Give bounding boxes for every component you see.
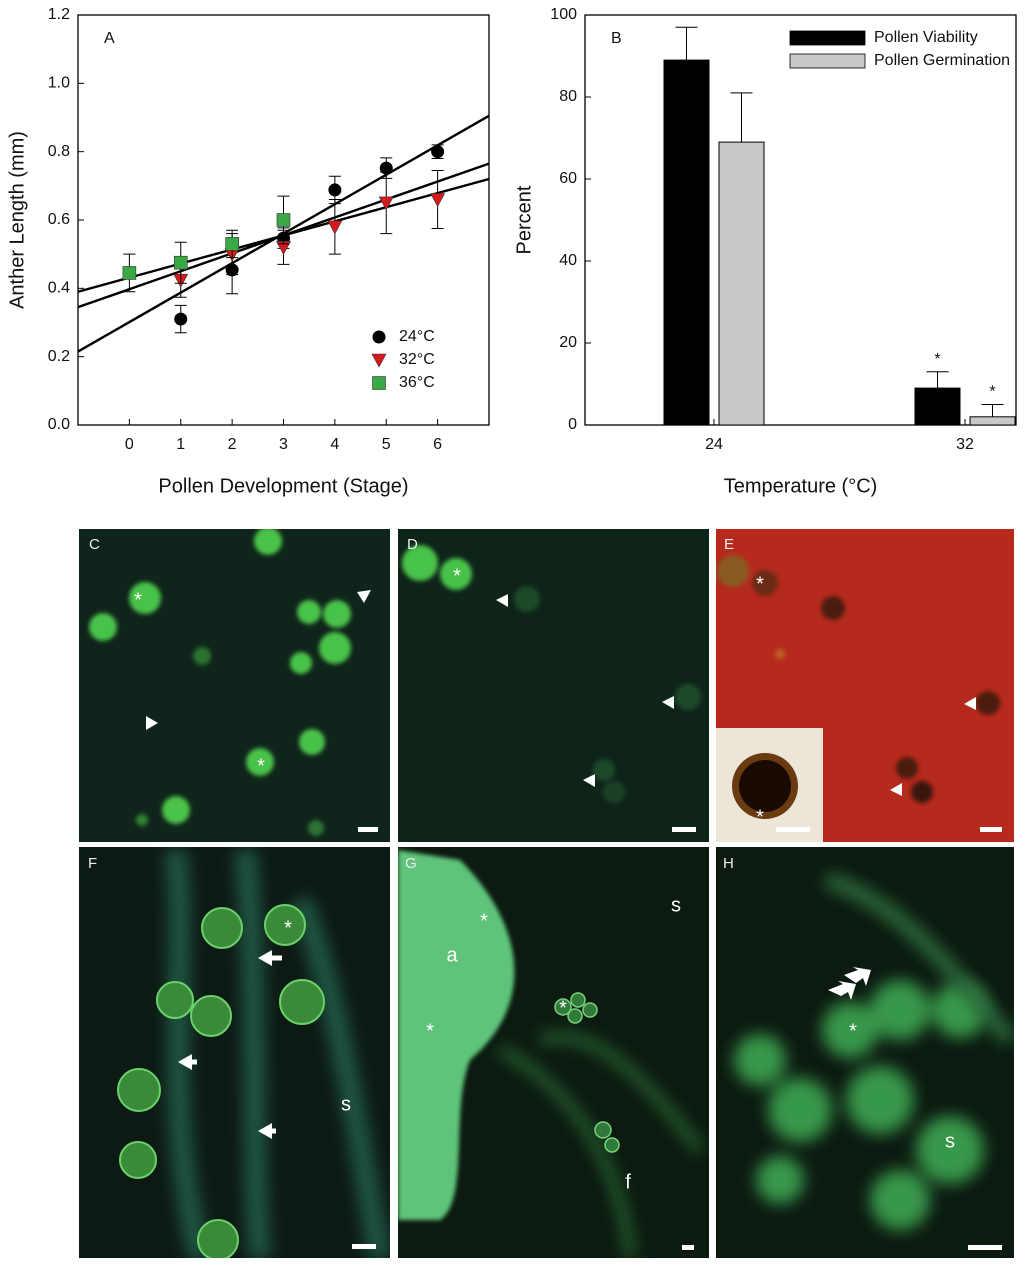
marker xyxy=(327,220,343,235)
x-axis-label: Pollen Development (Stage) xyxy=(158,475,408,497)
y-tick-label: 40 xyxy=(559,252,577,269)
annotation: * xyxy=(257,755,265,777)
y-tick-label: 80 xyxy=(559,88,577,105)
significance-label: * xyxy=(989,384,995,401)
marker xyxy=(430,193,446,208)
marker xyxy=(225,237,239,251)
y-tick-label: 60 xyxy=(559,170,577,187)
marker xyxy=(174,312,188,326)
y-axis-label: Percent xyxy=(513,185,535,254)
annotation: * xyxy=(426,1020,434,1042)
x-tick-label: 4 xyxy=(330,436,339,453)
y-tick-label: 0.0 xyxy=(48,416,70,433)
annotation: s xyxy=(671,894,681,916)
y-tick-label: 0.6 xyxy=(48,211,70,228)
legend-marker xyxy=(371,353,387,368)
marker xyxy=(378,196,394,211)
y-tick-label: 1.2 xyxy=(48,6,70,23)
panel-label: D xyxy=(407,536,418,553)
panel-label: C xyxy=(89,536,100,553)
legend-label: 36°C xyxy=(399,374,435,391)
error-bar xyxy=(730,92,753,143)
x-axis-label: Temperature (°C) xyxy=(724,475,878,497)
marker xyxy=(379,161,393,175)
legend-label: Pollen Viability xyxy=(874,29,978,46)
x-tick-label: 2 xyxy=(228,436,237,453)
annotation: * xyxy=(480,910,488,932)
micrograph-g xyxy=(398,847,709,1258)
annotation: s xyxy=(945,1130,955,1152)
x-tick-label: 5 xyxy=(382,436,391,453)
y-tick-label: 100 xyxy=(550,6,577,23)
panel-label: E xyxy=(724,536,734,553)
annotation: f xyxy=(625,1171,631,1193)
error-bar xyxy=(675,26,698,61)
y-axis-label: Anther Length (mm) xyxy=(6,131,28,309)
marker xyxy=(328,183,342,197)
panel-label: F xyxy=(88,855,97,872)
annotation: * xyxy=(756,573,764,595)
marker xyxy=(276,213,291,227)
legend-label: 32°C xyxy=(399,351,435,368)
marker xyxy=(431,145,445,159)
bar xyxy=(969,416,1016,426)
annotation: a xyxy=(446,944,458,966)
x-tick-label: 3 xyxy=(279,436,288,453)
annotation: * xyxy=(134,589,142,611)
legend-marker xyxy=(372,376,386,390)
y-tick-label: 20 xyxy=(559,334,577,351)
annotation: * xyxy=(284,917,292,939)
legend-swatch xyxy=(789,30,866,46)
annotation: * xyxy=(453,565,461,587)
panel-label: B xyxy=(611,30,622,47)
y-tick-label: 0.4 xyxy=(48,280,70,297)
legend-marker xyxy=(372,330,386,344)
marker xyxy=(122,266,137,280)
plot-frame xyxy=(584,14,1017,426)
error-bar xyxy=(981,404,1004,417)
error-bar xyxy=(926,371,949,389)
annotation: * xyxy=(756,806,764,828)
micrograph-h xyxy=(716,847,1014,1258)
x-tick-label: 6 xyxy=(433,436,442,453)
legend-swatch xyxy=(789,53,866,69)
significance-label: * xyxy=(934,351,940,368)
y-tick-label: 1.0 xyxy=(48,75,70,92)
marker xyxy=(173,255,188,270)
micrograph-f xyxy=(79,847,390,1258)
bar xyxy=(663,59,710,426)
micrograph-c xyxy=(79,529,390,842)
x-tick-label: 0 xyxy=(125,436,134,453)
annotation: * xyxy=(849,1020,857,1042)
y-tick-label: 0 xyxy=(568,416,577,433)
x-tick-label: 1 xyxy=(176,436,185,453)
x-tick-label: 24 xyxy=(705,436,723,453)
x-tick-label: 32 xyxy=(956,436,974,453)
annotation: * xyxy=(559,997,567,1019)
y-tick-label: 0.8 xyxy=(48,143,70,160)
y-tick-label: 0.2 xyxy=(48,348,70,365)
bar xyxy=(914,387,961,426)
legend-label: Pollen Germination xyxy=(874,52,1010,69)
micrograph-d xyxy=(398,529,709,842)
bar xyxy=(718,141,765,426)
panel-label: H xyxy=(723,855,734,872)
panel-label: G xyxy=(405,855,417,872)
annotation: s xyxy=(341,1093,351,1115)
legend-label: 24°C xyxy=(399,328,435,345)
panel-label: A xyxy=(104,30,115,47)
micrograph-e xyxy=(716,529,1014,842)
